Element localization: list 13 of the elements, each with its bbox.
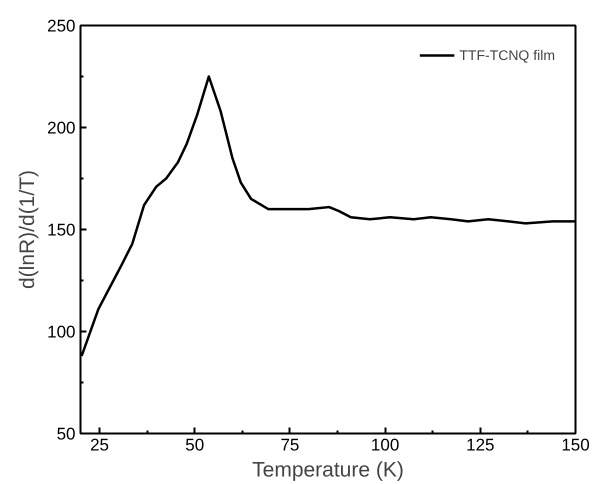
y-axis-title: d(lnR)/d(1/T)	[16, 170, 40, 290]
x-axis-title: Temperature (K)	[252, 458, 404, 482]
legend-label: TTF-TCNQ film	[459, 47, 555, 63]
x-tick-label: 50	[185, 436, 204, 454]
x-tick-label: 25	[90, 436, 110, 454]
y-tick-label: 200	[47, 118, 76, 138]
y-tick-label: 150	[47, 220, 76, 240]
x-tick-label: 75	[280, 436, 300, 454]
x-tick-label: 150	[561, 436, 590, 454]
y-tick-label: 100	[47, 322, 76, 342]
y-tick-label: 250	[47, 16, 76, 36]
x-tick-label: 125	[466, 436, 494, 454]
x-tick-label: 100	[370, 436, 400, 454]
